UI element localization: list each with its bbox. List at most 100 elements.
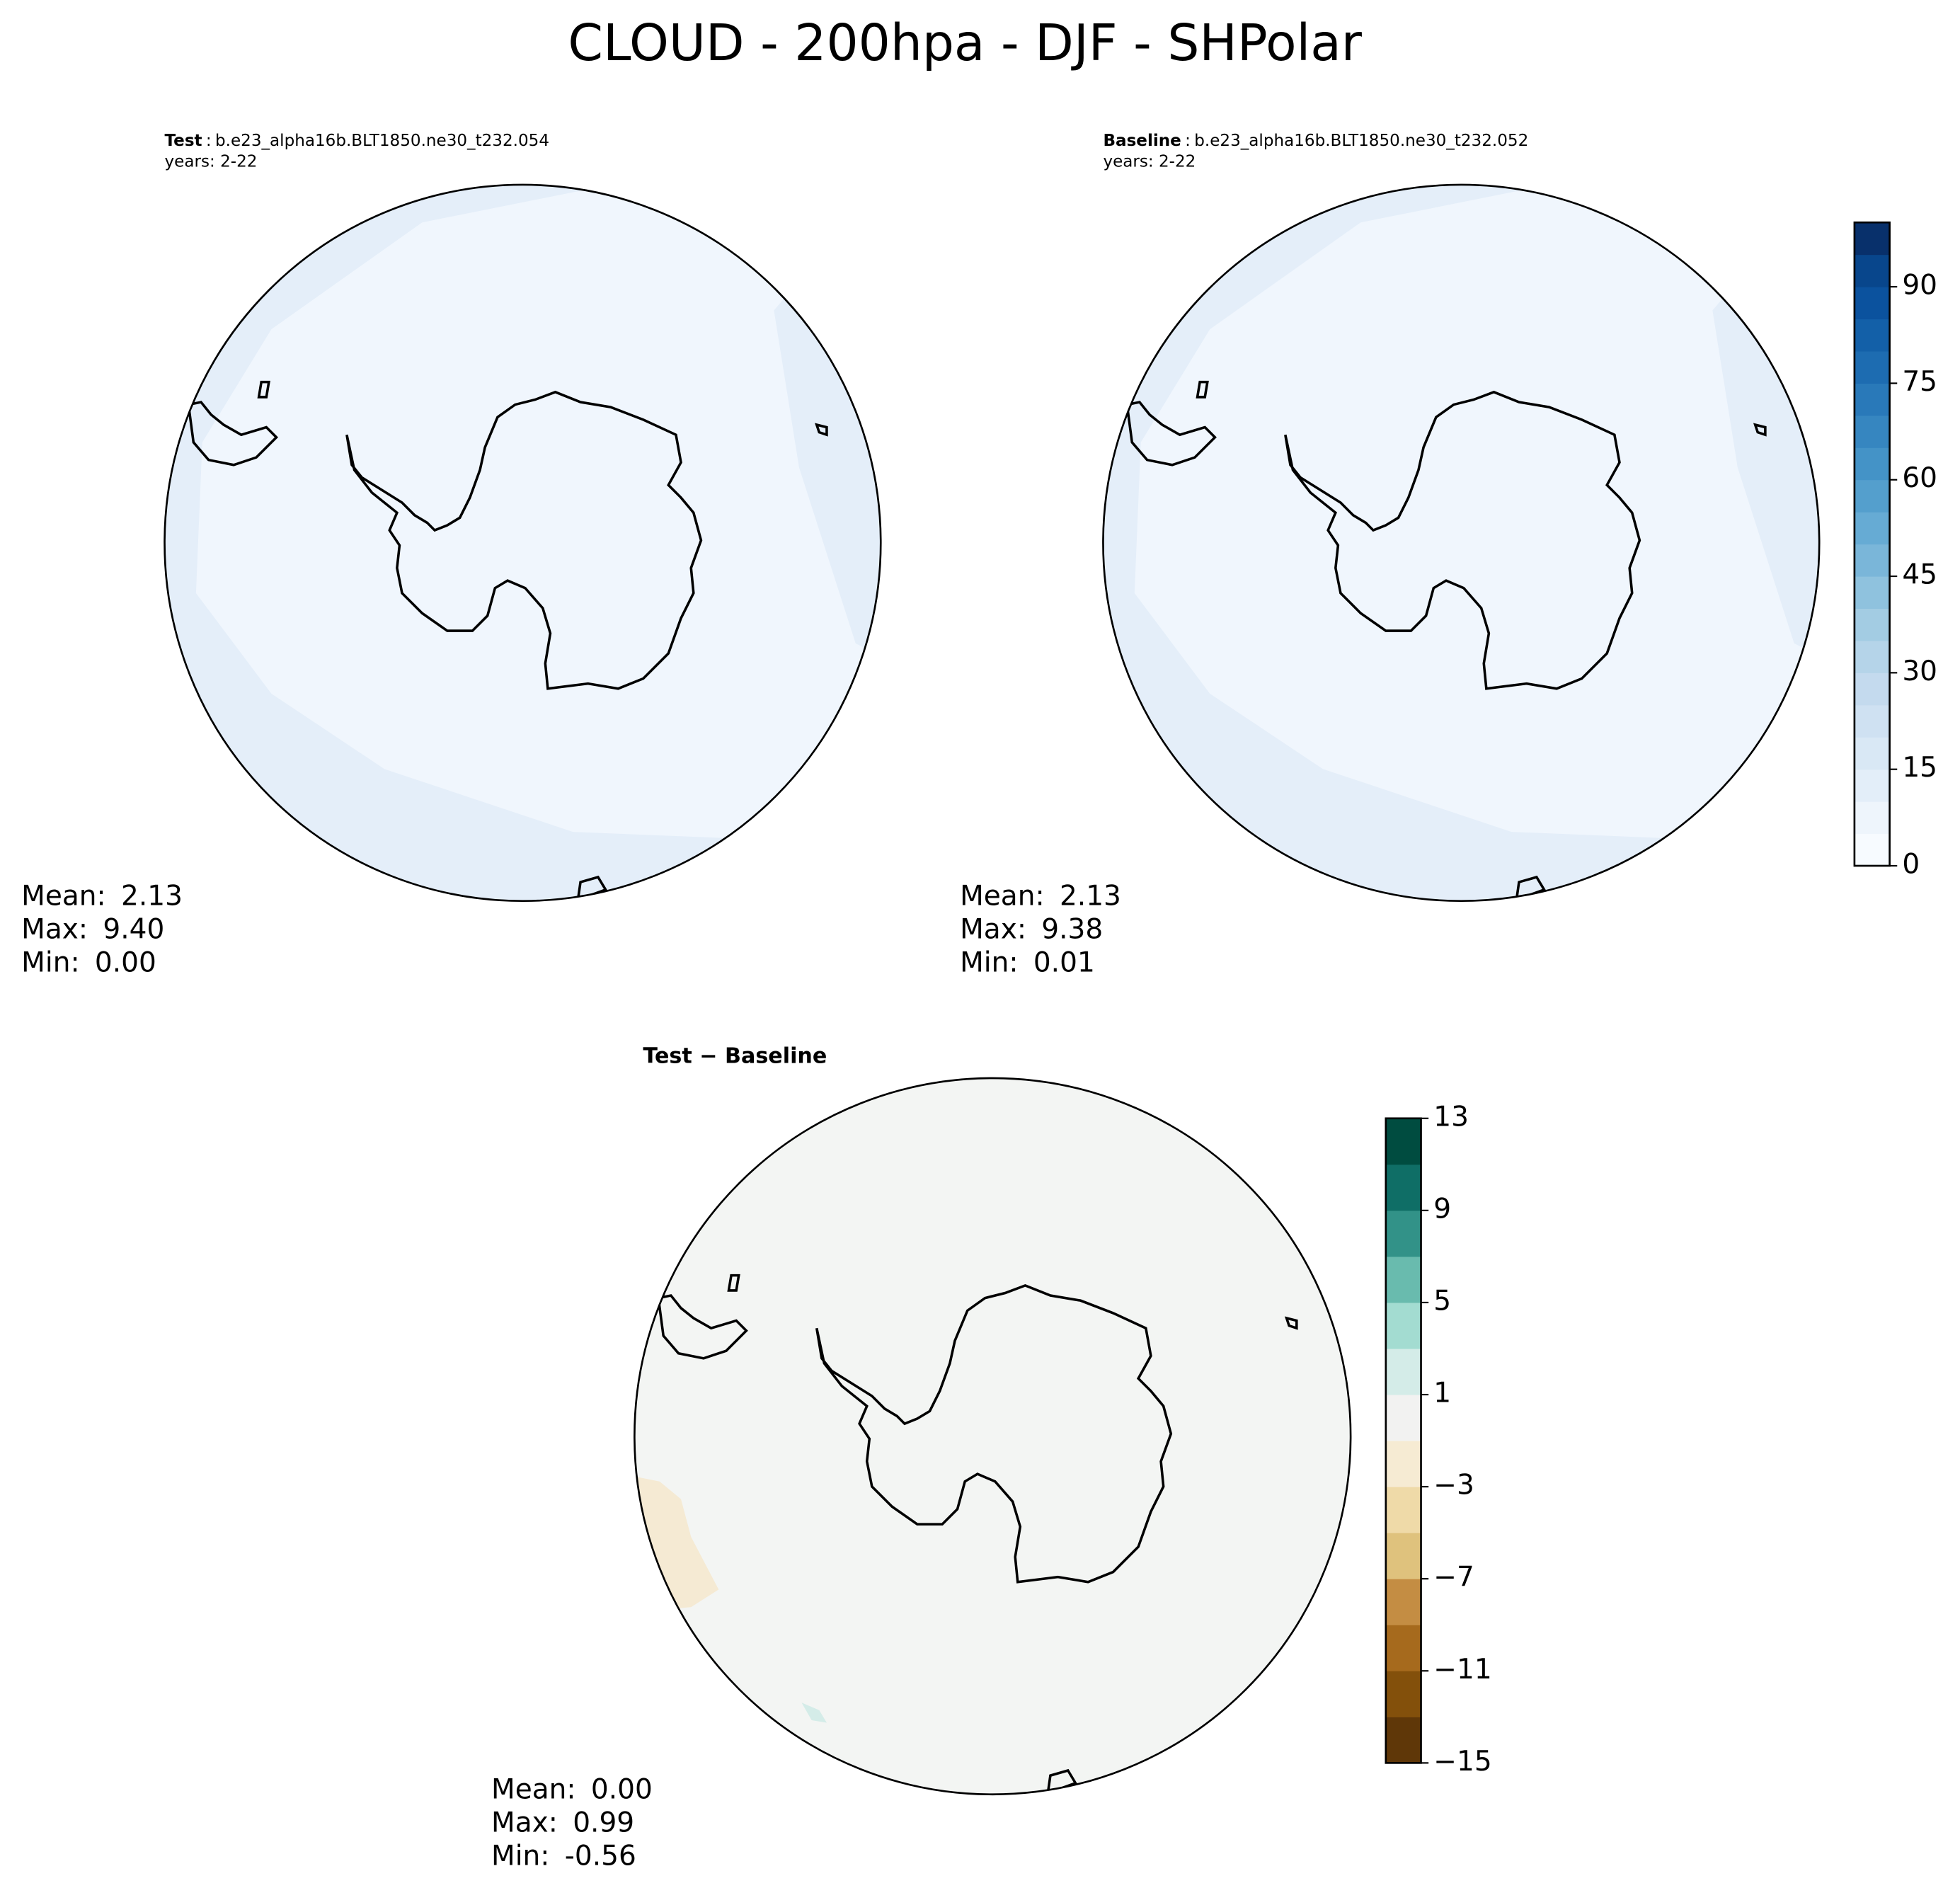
stat-label: Min: (21, 946, 79, 978)
map-panel (634, 1077, 1351, 1795)
panel-label: Baseline (1103, 131, 1181, 149)
case-name: b.e23_alpha16b.BLT1850.ne30_t232.054 (215, 131, 549, 149)
coastline (345, 390, 703, 690)
colorbar-segment (1385, 1441, 1421, 1487)
colorbar-segment (1854, 287, 1890, 320)
colorbar-segment (1854, 544, 1890, 577)
colorbar-segment (1854, 673, 1890, 706)
colorbar-tick-label: 1 (1433, 1378, 1451, 1409)
colorbar-tick-label: −3 (1433, 1470, 1474, 1501)
stat-value: 2.13 (121, 880, 183, 912)
panel-header: Test: b.e23_alpha16b.BLT1850.ne30_t232.05… (165, 131, 549, 149)
stat: Min: 0.01 (960, 946, 1095, 978)
stat: Max: 9.40 (21, 913, 164, 945)
colorbar-segment (1854, 608, 1890, 641)
stat-value: 9.38 (1041, 913, 1103, 945)
panel-label: Test (165, 131, 202, 149)
colorbar-segment (1385, 1164, 1421, 1211)
map-border (164, 183, 882, 903)
colorbar-segment (1854, 801, 1890, 835)
stat-label: Mean: (491, 1773, 576, 1805)
colorbar-segment (1854, 479, 1890, 513)
colorbar-segment (1854, 447, 1890, 481)
colorbar-tick-label: 0 (1902, 849, 1920, 881)
colorbar-segment (1854, 415, 1890, 448)
colorbar-segment (1854, 704, 1890, 738)
colorbar-tick-label: 5 (1433, 1285, 1451, 1317)
map-panel (1103, 184, 1820, 901)
stat: Mean: 2.13 (960, 880, 1121, 912)
stat: Max: 0.99 (491, 1807, 634, 1838)
stat-label: Max: (21, 913, 88, 945)
coastline (657, 1294, 748, 1360)
stat: Max: 9.38 (960, 913, 1103, 945)
stat-value: 0.01 (1033, 946, 1095, 978)
colorbar-segment (1854, 254, 1890, 287)
colorbar-tick-label: 15 (1902, 752, 1937, 784)
coastline (1515, 875, 1547, 901)
colorbar-frame (1853, 221, 1891, 867)
stat-value: 9.40 (103, 913, 164, 945)
stat: Min: 0.00 (21, 946, 156, 978)
map-fill (164, 184, 881, 901)
stat: Mean: 0.00 (491, 1773, 653, 1805)
coastlines (657, 1274, 1298, 1795)
stat: Min: -0.56 (491, 1840, 636, 1872)
colorbar-tick-label: 75 (1902, 366, 1937, 398)
stat-label: Mean: (21, 880, 106, 912)
colorbar-segment (1385, 1717, 1421, 1763)
coastline (815, 1283, 1173, 1584)
map-border (634, 1077, 1352, 1796)
colorbar-segment (1385, 1302, 1421, 1349)
coastlines (1125, 380, 1767, 901)
colorbar-segment (1854, 222, 1890, 256)
years: years: 2-22 (165, 153, 258, 171)
colorbar-segment (1385, 1348, 1421, 1395)
colorbar-segment (1385, 1625, 1421, 1671)
colorbar-segment (1854, 383, 1890, 416)
colorbar-tick-label: −15 (1433, 1746, 1491, 1778)
coastline (576, 875, 608, 901)
map-border (1102, 183, 1821, 903)
colorbar-segment (1385, 1210, 1421, 1257)
coastline (1046, 1768, 1078, 1795)
figure-title: CLOUD - 200hpa - DJF - SHPolar (568, 13, 1362, 72)
colorbar-segment (1854, 833, 1890, 866)
stat-value: 0.00 (591, 1773, 653, 1805)
coastline (187, 401, 279, 467)
map-fill (634, 1077, 1351, 1795)
colorbar-segment (1854, 319, 1890, 352)
colorbar-segment (1854, 769, 1890, 802)
coastline (815, 423, 828, 437)
coastline (727, 1274, 740, 1292)
colorbar-segment (1385, 1671, 1421, 1717)
stat: Mean: 2.13 (21, 880, 183, 912)
stat-value: 0.99 (573, 1807, 634, 1838)
colorbar-segment (1854, 576, 1890, 610)
separator: : (1185, 131, 1191, 149)
panel-header: Baseline: b.e23_alpha16b.BLT1850.ne30_t23… (1103, 131, 1528, 149)
stat-value: 2.13 (1060, 880, 1121, 912)
stat-value: -0.56 (565, 1840, 636, 1872)
case-name: b.e23_alpha16b.BLT1850.ne30_t232.052 (1194, 131, 1528, 149)
panel-label: Test − Baseline (643, 1043, 827, 1068)
colorbar-segment (1385, 1256, 1421, 1303)
colorbar-segment (1385, 1487, 1421, 1533)
map-panel (164, 184, 881, 901)
colorbar-segment (1854, 350, 1890, 384)
coastline (257, 380, 270, 399)
stat-value: 0.00 (95, 946, 156, 978)
stat-label: Max: (960, 913, 1026, 945)
colorbar-frame (1385, 1117, 1422, 1764)
colorbar-segment (1854, 512, 1890, 545)
colorbar-segment (1854, 737, 1890, 770)
colorbar-tick-label: 60 (1902, 462, 1937, 494)
colorbar-segment (1854, 640, 1890, 673)
colorbar-tick-label: 13 (1433, 1101, 1469, 1133)
colorbar-tick-label: 45 (1902, 559, 1937, 591)
field-patch (801, 1703, 827, 1723)
map-fill (1103, 184, 1820, 901)
stat-label: Min: (960, 946, 1018, 978)
colorbar-segment (1385, 1579, 1421, 1625)
